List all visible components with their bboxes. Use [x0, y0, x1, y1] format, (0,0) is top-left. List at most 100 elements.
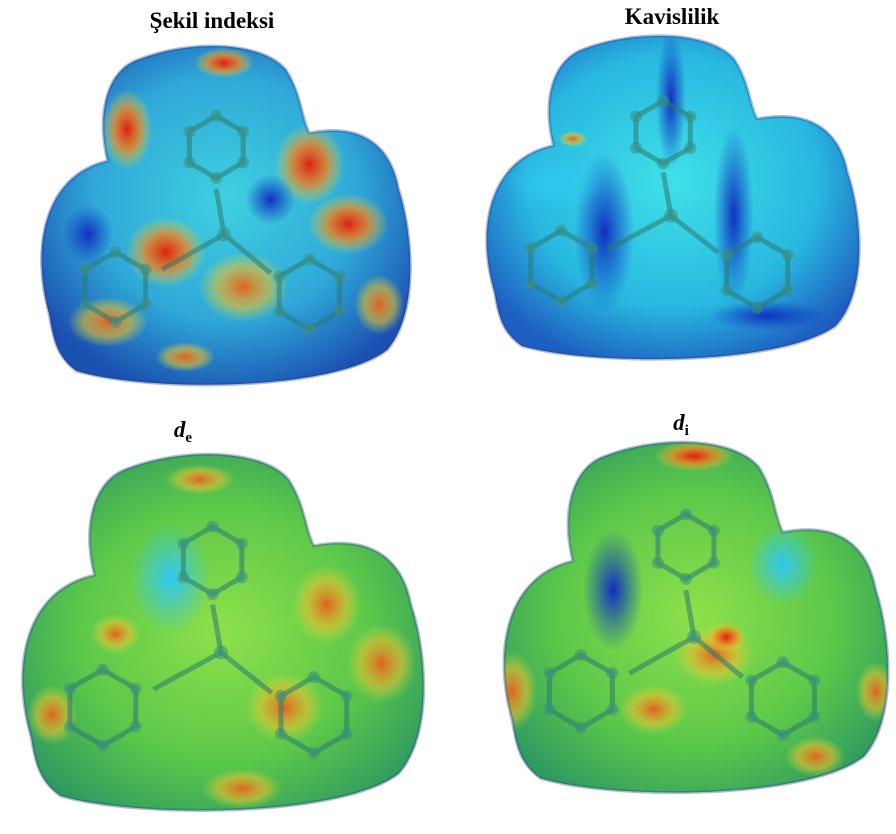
atom: [606, 667, 618, 679]
atom: [79, 264, 91, 276]
surface-spot: [165, 464, 235, 494]
atom: [782, 284, 794, 296]
surface-spot: [558, 131, 588, 147]
atom: [273, 305, 285, 317]
panel-title: de: [174, 417, 193, 446]
atom: [684, 111, 696, 123]
panel-title: Kavislilik: [625, 4, 720, 29]
atom: [586, 277, 598, 289]
atom: [334, 271, 346, 283]
hirshfeld-surface: [487, 441, 896, 792]
surface-spot: [346, 623, 416, 703]
atom: [745, 711, 757, 723]
atom: [684, 142, 696, 154]
atom: [657, 158, 669, 170]
atom: [64, 683, 76, 695]
atom: [657, 95, 669, 107]
atom: [273, 271, 285, 283]
atom: [334, 305, 346, 317]
atom: [680, 508, 692, 520]
atom: [708, 524, 720, 536]
surface-spot: [155, 342, 215, 372]
atom: [140, 298, 152, 310]
symbol: d: [673, 410, 685, 435]
atom: [130, 721, 142, 733]
atom: [745, 674, 757, 686]
atom: [751, 302, 763, 314]
surface-spot: [706, 622, 746, 652]
surface-spot: [308, 194, 388, 254]
hirshfeld-surface: [487, 29, 860, 359]
atom: [207, 588, 219, 600]
atom: [308, 671, 320, 683]
surface-spot: [130, 524, 210, 634]
atom: [586, 242, 598, 254]
atom: [606, 704, 618, 716]
atom: [275, 728, 287, 740]
panel-title: di: [673, 410, 689, 439]
atom: [525, 277, 537, 289]
atom: [210, 110, 222, 122]
atom: [555, 295, 567, 307]
hirshfeld-surface: [42, 46, 411, 385]
atom: [79, 298, 91, 310]
atom: [652, 524, 664, 536]
atom: [177, 538, 189, 550]
surface-spot: [292, 565, 362, 645]
atom: [680, 573, 692, 585]
atom: [183, 125, 195, 137]
surface-spot: [354, 275, 404, 335]
surface-spot: [102, 90, 152, 170]
surface-spot: [91, 614, 141, 654]
atom: [721, 284, 733, 296]
atom: [303, 323, 315, 335]
atom: [308, 747, 320, 759]
atom: [575, 649, 587, 661]
atom: [237, 125, 249, 137]
atom: [575, 722, 587, 734]
surface-spot: [194, 48, 254, 78]
atom: [777, 729, 789, 741]
atom: [109, 316, 121, 328]
surface-spot: [709, 301, 829, 331]
atom: [777, 656, 789, 668]
atom: [652, 557, 664, 569]
atom: [664, 209, 678, 223]
atom: [210, 172, 222, 184]
atom: [341, 690, 353, 702]
atom: [808, 674, 820, 686]
figure: Şekil indeksi Kavislilik de di: [0, 0, 896, 834]
atom: [341, 728, 353, 740]
atom: [721, 249, 733, 261]
atom: [140, 264, 152, 276]
surface-spot: [583, 530, 643, 650]
atom: [183, 157, 195, 169]
atom: [751, 231, 763, 243]
subscript: i: [685, 423, 689, 439]
atom: [555, 225, 567, 237]
atom: [630, 142, 642, 154]
atom: [97, 740, 109, 752]
subscript: e: [185, 430, 192, 446]
atom: [130, 683, 142, 695]
atom: [217, 228, 231, 242]
panel-title: Şekil indeksi: [150, 8, 275, 33]
atom: [64, 721, 76, 733]
atom: [237, 157, 249, 169]
atom: [630, 111, 642, 123]
surface-spot: [714, 126, 754, 306]
atom: [207, 521, 219, 533]
atom: [808, 711, 820, 723]
symbol: d: [174, 417, 186, 442]
surface-spot: [246, 175, 296, 225]
atom: [543, 704, 555, 716]
atom: [275, 690, 287, 702]
atom: [177, 571, 189, 583]
atom: [782, 249, 794, 261]
atom: [303, 253, 315, 265]
page: Şekil indeksi Kavislilik de di (() => { …: [0, 0, 896, 834]
atom: [236, 538, 248, 550]
surface-spot: [748, 525, 818, 605]
atom: [97, 664, 109, 676]
surface-spot: [856, 661, 896, 721]
